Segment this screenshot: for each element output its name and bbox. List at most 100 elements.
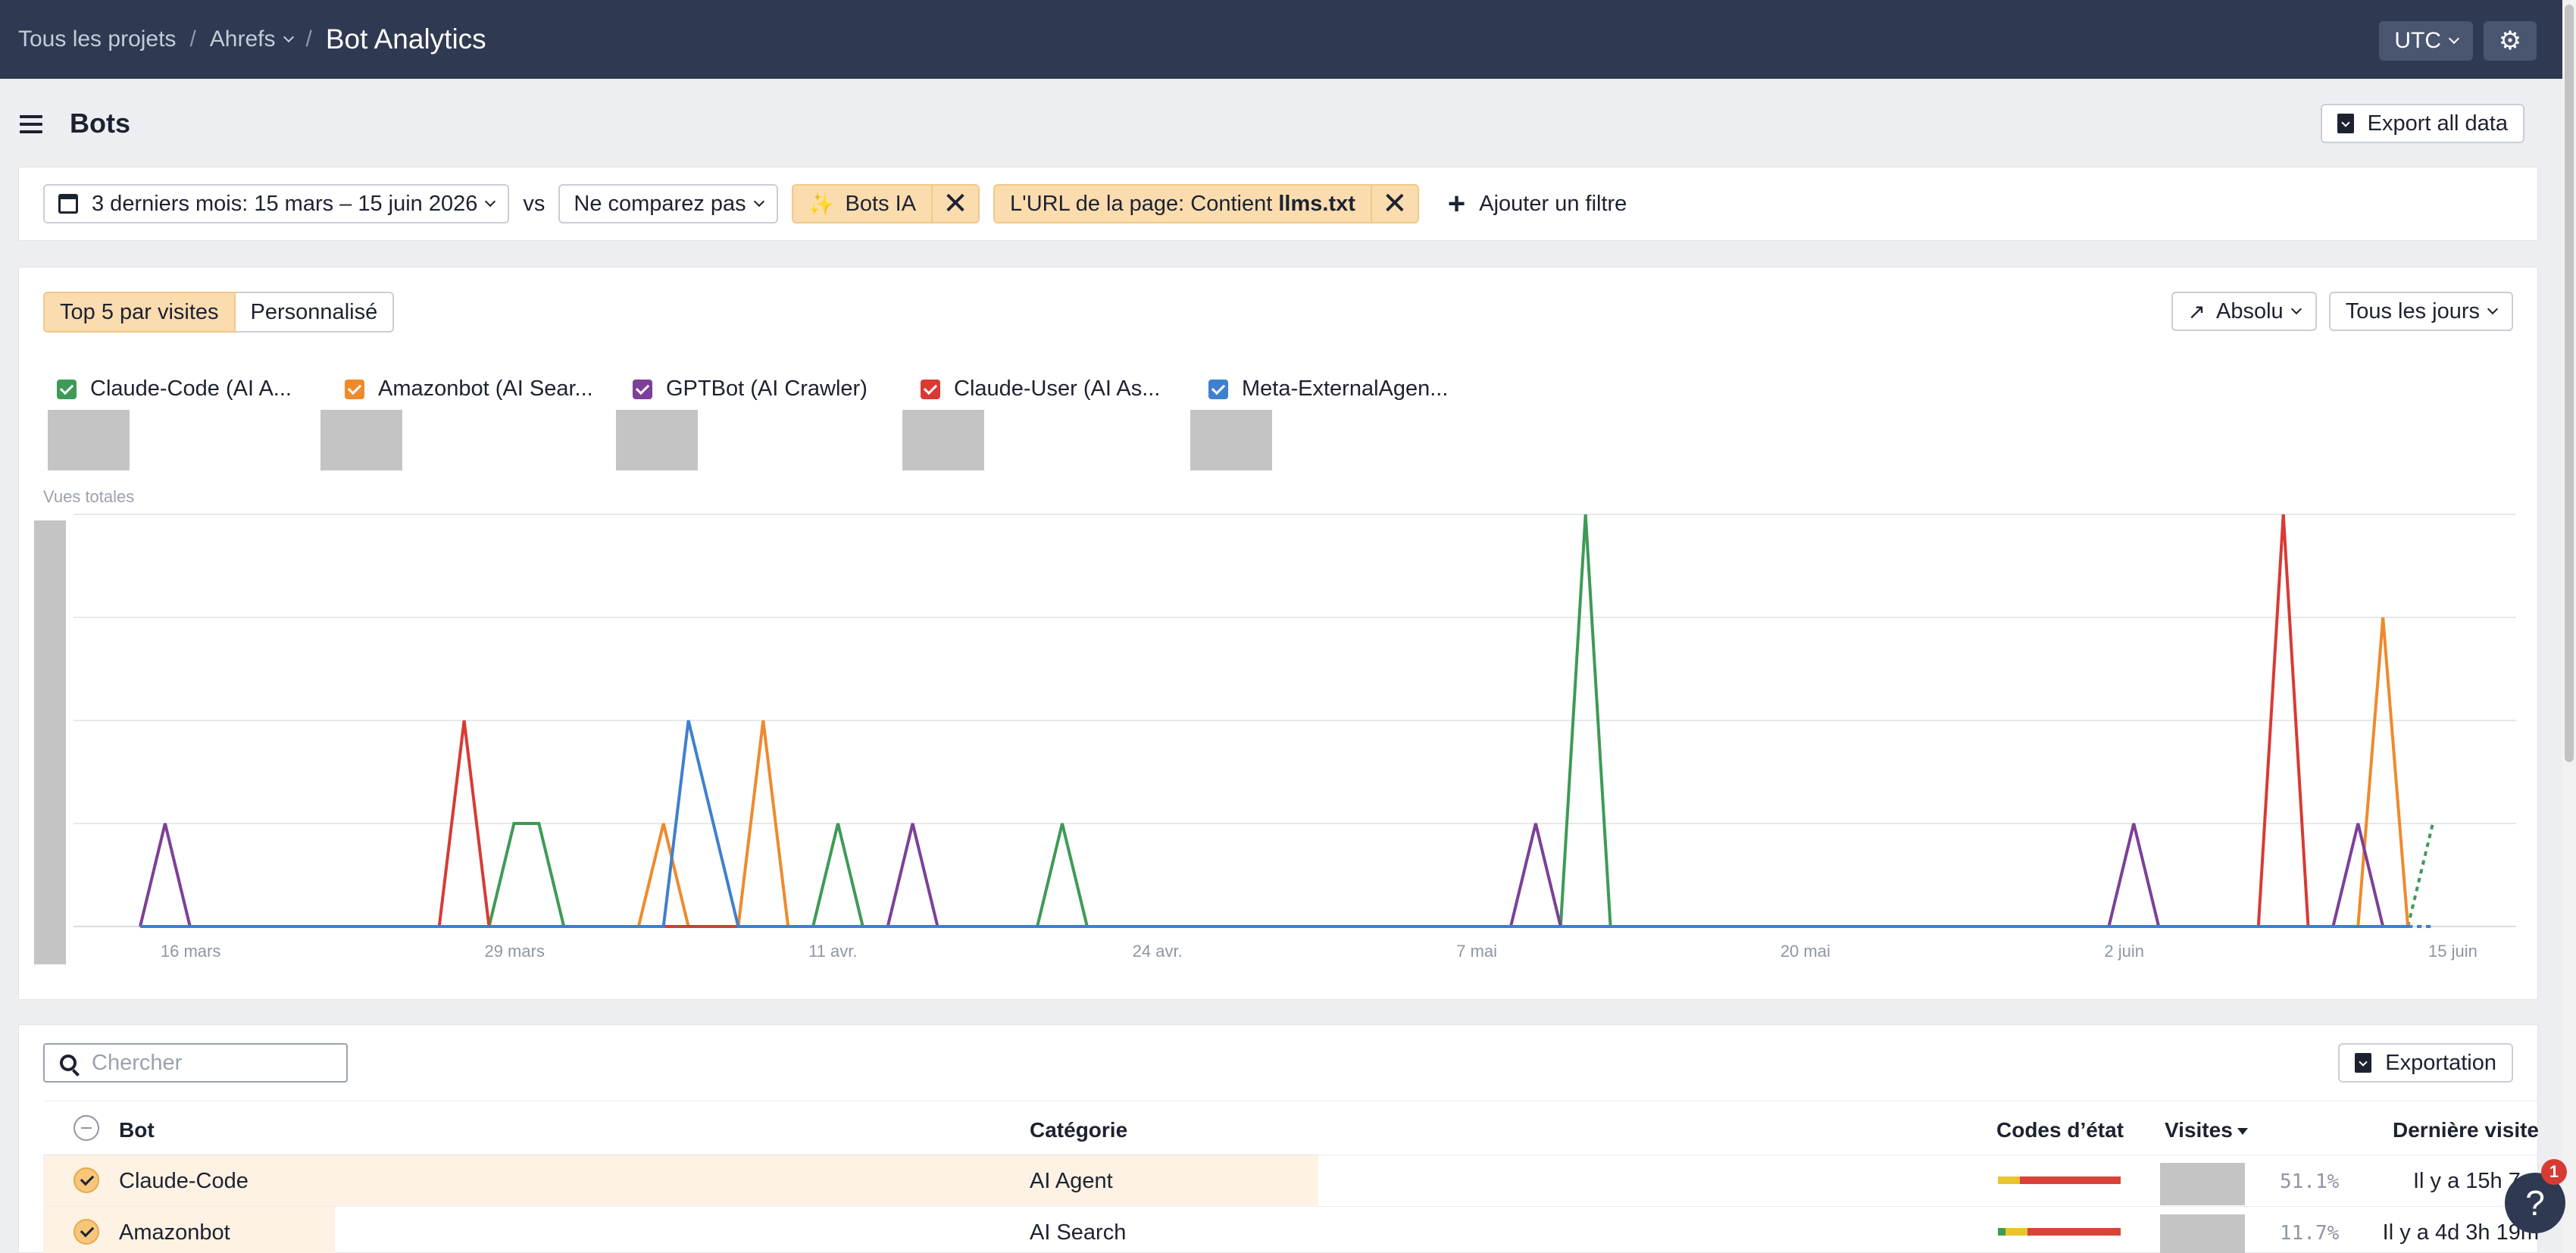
add-filter-button[interactable]: + Ajouter un filtre (1448, 189, 1627, 219)
top-navbar: Tous les projets / Ahrefs / Bot Analytic… (0, 0, 2562, 79)
row-checkbox-icon[interactable] (73, 1167, 99, 1193)
chevron-down-icon (753, 195, 764, 208)
column-header-category[interactable]: Catégorie (1030, 1118, 1128, 1142)
scrollbar-thumb[interactable] (2565, 5, 2574, 762)
x-tick-label: 11 avr. (808, 942, 857, 961)
filter-chip-ai-bots-label[interactable]: ✨ Bots IA (793, 186, 933, 222)
download-icon (2337, 114, 2354, 133)
legend-label: Meta-ExternalAgen... (1242, 377, 1449, 401)
chevron-down-icon (2487, 303, 2499, 315)
checkbox-icon (345, 379, 364, 399)
legend-sparkline-placeholder (902, 410, 984, 470)
legend-sparkline-placeholder (320, 410, 402, 470)
series-line-amazonbot[interactable] (140, 617, 2410, 928)
download-icon (2355, 1053, 2372, 1073)
x-tick-label: 2 juin (2104, 942, 2144, 961)
top5-toggle[interactable]: Top 5 par visites (43, 292, 236, 333)
sparkle-icon: ✨ (808, 192, 835, 216)
legend-item-claude-code[interactable]: Claude-Code (AI A... (57, 377, 316, 402)
calendar-icon (58, 194, 78, 214)
status-segment (2027, 1228, 2121, 1236)
search-input[interactable] (92, 1050, 319, 1076)
status-segment (1998, 1176, 2021, 1184)
visits-bar (2160, 1214, 2245, 1253)
status-segment (2020, 1176, 2121, 1184)
table-row[interactable]: Amazonbot AI Search 11.7% Il y a 4d 3h 19m (43, 1207, 2539, 1253)
series-line-gptbot[interactable] (139, 823, 2409, 928)
export-button[interactable]: Exportation (2338, 1043, 2513, 1083)
notification-badge: 1 (2541, 1159, 2567, 1185)
visits-header-label: Visites (2165, 1118, 2233, 1142)
legend-item-amazonbot[interactable]: Amazonbot (AI Sear... (345, 377, 604, 402)
cell-bot[interactable]: Amazonbot (119, 1220, 230, 1245)
x-tick-label: 29 mars (484, 942, 544, 961)
trend-line-icon: ↗ (2187, 299, 2206, 323)
chevron-down-icon (2448, 33, 2460, 45)
breadcrumb-separator: / (305, 27, 312, 52)
legend-item-gptbot[interactable]: GPTBot (AI Crawler) (633, 377, 892, 402)
status-segment (1998, 1228, 2005, 1236)
period-dropdown[interactable]: Tous les jours (2328, 292, 2513, 331)
deselect-all-icon[interactable] (73, 1115, 99, 1141)
breadcrumb-project-dropdown[interactable]: Ahrefs (209, 27, 294, 52)
plus-icon: + (1447, 187, 1466, 220)
row-share-bar (43, 1155, 1319, 1206)
settings-button[interactable]: ⚙ (2484, 21, 2537, 61)
legend-label: Claude-Code (AI A... (90, 377, 292, 401)
chevron-down-icon (283, 31, 294, 43)
search-box[interactable] (43, 1043, 348, 1083)
chevron-down-icon (2290, 303, 2302, 315)
legend-item-meta-externalagent[interactable]: Meta-ExternalAgen... (1208, 377, 1448, 402)
chart-legend: Claude-Code (AI A... Amazonbot (AI Sear.… (57, 377, 1477, 402)
page-header: Bots Export all data (0, 79, 2562, 167)
bots-table-card: Exportation Bot Catégorie Codes d’état V… (18, 1024, 2539, 1253)
breadcrumb-separator: / (189, 27, 196, 52)
cell-bot[interactable]: Claude-Code (119, 1169, 249, 1193)
custom-toggle[interactable]: Personnalisé (235, 292, 395, 333)
column-header-last-visit[interactable]: Dernière visite (2393, 1118, 2539, 1142)
hamburger-menu-icon[interactable] (20, 115, 42, 133)
column-header-visits[interactable]: Visites (2165, 1118, 2248, 1142)
x-tick-label: 16 mars (161, 942, 220, 961)
filter-bar: 3 derniers mois: 15 mars – 15 juin 2026 … (18, 167, 2538, 241)
y-axis-ticks-placeholder (34, 520, 66, 964)
compare-dropdown[interactable]: Ne comparez pas (558, 184, 778, 223)
x-tick-label: 7 mai (1456, 942, 1497, 961)
mode-dropdown[interactable]: ↗ Absolu (2171, 292, 2317, 331)
cell-category: AI Agent (1030, 1169, 1113, 1193)
legend-sparkline-placeholder (48, 410, 130, 470)
filter-chip-page-url-label[interactable]: L'URL de la page: Contient llms.txt (995, 186, 1372, 222)
timezone-label: UTC (2394, 28, 2441, 53)
series-line-meta-externalagent[interactable] (140, 720, 2409, 928)
breadcrumb-project-label: Ahrefs (209, 27, 276, 52)
row-checkbox-icon[interactable] (73, 1219, 99, 1245)
date-range-label: 3 derniers mois: 15 mars – 15 juin 2026 (92, 191, 478, 216)
sort-desc-icon (2237, 1128, 2248, 1136)
timezone-dropdown[interactable]: UTC (2379, 21, 2473, 61)
period-label: Tous les jours (2345, 298, 2480, 323)
page-scrollbar[interactable] (2562, 0, 2576, 1253)
remove-filter-url-icon[interactable]: ✕ (1382, 187, 1408, 220)
legend-label: Amazonbot (AI Sear... (378, 377, 593, 401)
remove-filter-ai-bots-icon[interactable]: ✕ (943, 187, 968, 220)
vs-label: vs (523, 191, 546, 216)
visits-percent: 51.1% (2280, 1170, 2340, 1193)
column-header-bot[interactable]: Bot (119, 1118, 155, 1142)
legend-label: GPTBot (AI Crawler) (666, 377, 868, 401)
column-header-status-codes[interactable]: Codes d’état (1996, 1118, 2124, 1142)
line-chart[interactable]: Vues totales 16 mars 29 mars 11 avr. 24 avr.… (19, 480, 2539, 995)
table-row[interactable]: Claude-Code AI Agent 51.1% Il y a 15h 7m (43, 1155, 2539, 1207)
mode-label: Absolu (2216, 298, 2284, 323)
legend-item-claude-user[interactable]: Claude-User (AI As... (921, 377, 1180, 402)
chip-bots-text: Bots IA (845, 191, 917, 216)
chip-url-prefix: L'URL de la page: Contient (1010, 191, 1279, 216)
gear-icon: ⚙ (2498, 27, 2522, 55)
export-all-button[interactable]: Export all data (2320, 104, 2524, 143)
breadcrumb-all-projects[interactable]: Tous les projets (18, 27, 177, 52)
breadcrumb-current: Bot Analytics (325, 23, 486, 55)
status-codes-bar (1998, 1176, 2121, 1184)
date-range-dropdown[interactable]: 3 derniers mois: 15 mars – 15 juin 2026 (43, 184, 510, 223)
search-icon (60, 1055, 77, 1071)
filter-chip-ai-bots: ✨ Bots IA ✕ (791, 184, 980, 223)
status-segment (2005, 1228, 2027, 1236)
